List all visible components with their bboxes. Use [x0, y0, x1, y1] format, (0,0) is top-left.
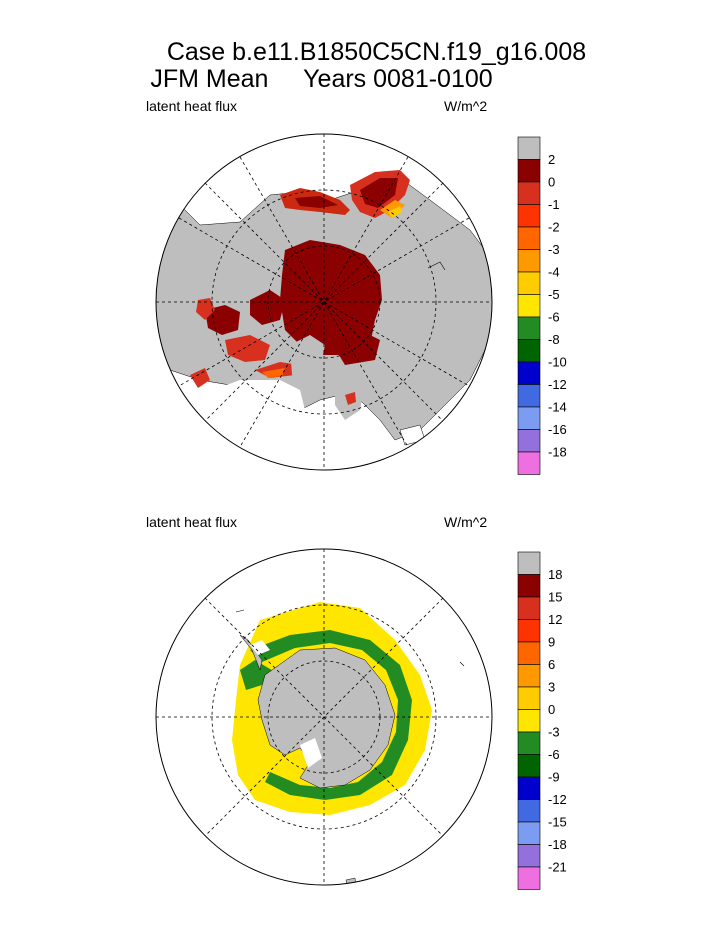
north-colorbar-label: -4 [548, 265, 560, 280]
south-colorbar-box [517, 551, 541, 575]
south-colorbar-box [517, 574, 541, 598]
south-colorbar-box [517, 596, 541, 620]
north-colorbar-box [517, 159, 541, 183]
north-graticule [156, 134, 492, 470]
years-label: Years 0081-0100 [303, 65, 493, 93]
north-colorbar-box [517, 271, 541, 295]
north-colorbar-label: -6 [548, 310, 560, 325]
north-colorbar-label: -2 [548, 220, 560, 235]
north-colorbar-label: -14 [548, 400, 567, 415]
north-colorbar-box [517, 316, 541, 340]
south-colorbar-label: -15 [548, 815, 567, 830]
south-colorbar-box [517, 619, 541, 643]
south-colorbar-box [517, 686, 541, 710]
north-colorbar-box [517, 361, 541, 385]
south-colorbar-box [517, 776, 541, 800]
north-colorbar-label: 2 [548, 152, 555, 167]
south-colorbar-box [517, 641, 541, 665]
south-variable-label: latent heat flux [146, 514, 238, 530]
south-colorbar-label: -3 [548, 725, 560, 740]
north-colorbar-label: -18 [548, 445, 567, 460]
north-colorbar-box [517, 451, 541, 475]
south-colorbar-label: -9 [548, 770, 560, 785]
north-arctic-ice-core [280, 240, 382, 355]
south-graticule [156, 549, 492, 885]
south-colorbar-label: 18 [548, 567, 562, 582]
north-colorbar-box [517, 136, 541, 160]
north-colorbar-box [517, 406, 541, 430]
south-colorbar-label: 9 [548, 635, 555, 650]
north-colorbar-label: -3 [548, 242, 560, 257]
north-colorbar-box [517, 294, 541, 318]
north-colorbar-box [517, 204, 541, 228]
figure-title-case: Case b.e11.B1850C5CN.f19_g16.008 [166, 38, 587, 66]
north-colorbar-box [517, 429, 541, 453]
north-colorbar-label: -5 [548, 287, 560, 302]
south-units-label: W/m^2 [444, 514, 488, 530]
south-antarctica [257, 647, 396, 789]
north-polar-map [155, 133, 493, 471]
figure-title-period: JFM Mean Years 0081-0100 [0, 65, 683, 94]
north-units-label: W/m^2 [444, 98, 488, 114]
south-colorbar-box [517, 866, 541, 890]
north-colorbar-box [517, 249, 541, 273]
south-colorbar-label: 12 [548, 612, 562, 627]
north-colorbar-label: -8 [548, 332, 560, 347]
north-colorbar-label: -10 [548, 355, 567, 370]
north-variable-label: latent heat flux [146, 98, 238, 114]
south-colorbar-box [517, 709, 541, 733]
south-colorbar: 18 15 12 9 6 3 0 -3 -6 -9 -12 -15 -18 -21 [517, 551, 567, 890]
north-colorbar-box [517, 384, 541, 408]
south-colorbar-label: 0 [548, 702, 555, 717]
north-colorbar-box [517, 181, 541, 205]
south-colorbar-label: 15 [548, 590, 562, 605]
south-colorbar-box [517, 799, 541, 823]
north-map-border [155, 133, 493, 471]
north-land-and-ice [156, 170, 492, 470]
north-colorbar-label: -12 [548, 377, 567, 392]
south-colorbar-box [517, 821, 541, 845]
south-colorbar-label: 3 [548, 680, 555, 695]
south-colorbar-label: -21 [548, 860, 567, 875]
south-polar-map [155, 548, 493, 886]
south-colorbar-label: -12 [548, 792, 567, 807]
north-hudson-bay-ice [205, 305, 240, 335]
north-colorbar-label: 0 [548, 175, 555, 190]
north-colorbar: 2 0 -1 -2 -3 -4 -5 -6 -8 -10 -12 -14 -16 -18 [517, 136, 567, 475]
north-colorbar-box [517, 226, 541, 250]
north-colorbar-label: -1 [548, 197, 560, 212]
south-colorbar-box [517, 664, 541, 688]
south-colorbar-box [517, 754, 541, 778]
south-colorbar-box [517, 844, 541, 868]
south-colorbar-box [517, 731, 541, 755]
north-colorbar-label: -16 [548, 422, 567, 437]
south-map-border [155, 548, 493, 886]
south-colorbar-label: -18 [548, 837, 567, 852]
south-colorbar-label: -6 [548, 747, 560, 762]
season-label: JFM Mean [150, 65, 269, 93]
north-colorbar-box [517, 339, 541, 363]
south-colorbar-label: 6 [548, 657, 555, 672]
